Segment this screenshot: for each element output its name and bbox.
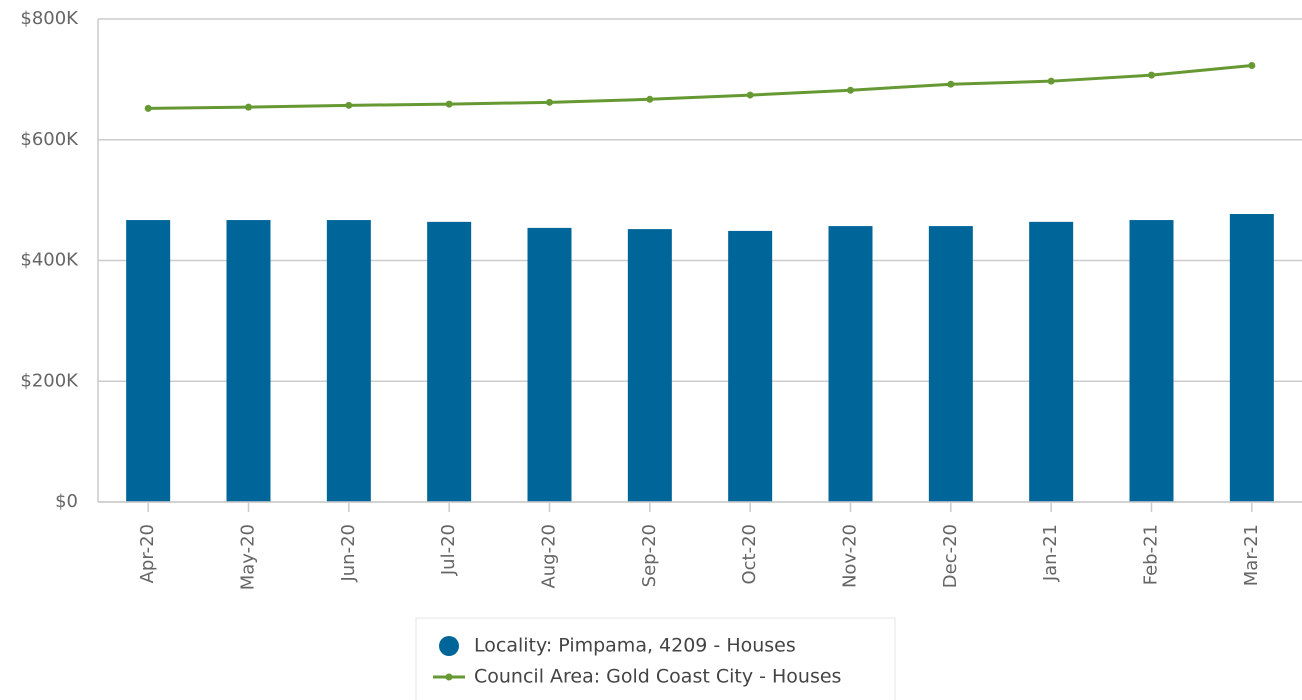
y-tick-label: $0 [55, 491, 78, 512]
x-tick-label: Mar-21 [1241, 524, 1262, 586]
bar [226, 220, 271, 502]
bar [728, 230, 773, 502]
line-marker [746, 91, 754, 99]
bar [627, 229, 672, 503]
x-tick-label: Nov-20 [840, 524, 861, 588]
bar [527, 227, 572, 502]
x-tick-label: Jan-21 [1040, 524, 1061, 582]
bar [1029, 221, 1074, 503]
bar [928, 226, 973, 502]
legend-box [415, 617, 896, 700]
line-marker [1248, 61, 1256, 69]
bar [326, 220, 371, 502]
bar [427, 221, 472, 503]
line-marker [445, 100, 453, 108]
line-marker [1047, 77, 1055, 85]
line-marker [947, 80, 955, 88]
line-marker [847, 86, 854, 94]
line-marker [245, 103, 252, 111]
x-tick-label: Feb-21 [1141, 524, 1162, 585]
x-tick-label: Oct-20 [739, 524, 760, 585]
x-tick-label: Sep-20 [639, 524, 660, 587]
y-tick-label: $400K [20, 250, 79, 271]
legend-label: Council Area: Gold Coast City - Houses [474, 666, 841, 688]
bar [126, 220, 171, 502]
line-marker [1148, 71, 1155, 79]
x-tick-label: Aug-20 [539, 524, 560, 589]
line-marker [646, 95, 654, 103]
bar [1129, 220, 1174, 502]
y-tick-label: $200K [20, 370, 79, 391]
bar [828, 226, 873, 502]
x-tick-label: Jul-20 [438, 524, 459, 576]
x-tick-label: Apr-20 [137, 524, 158, 583]
bar [1229, 214, 1274, 503]
y-tick-label: $800K [20, 8, 79, 29]
x-tick-label: May-20 [238, 524, 259, 590]
legend-marker [439, 636, 459, 656]
line-marker [345, 101, 353, 109]
line-marker [546, 98, 553, 106]
legend-label: Locality: Pimpama, 4209 - Houses [474, 635, 796, 657]
line [148, 63, 1252, 110]
x-tick-label: Dec-20 [940, 524, 961, 588]
y-tick-label: $600K [20, 129, 79, 150]
x-tick-label: Jun-20 [338, 524, 359, 583]
line-marker [144, 104, 152, 112]
legend-marker [445, 673, 453, 681]
